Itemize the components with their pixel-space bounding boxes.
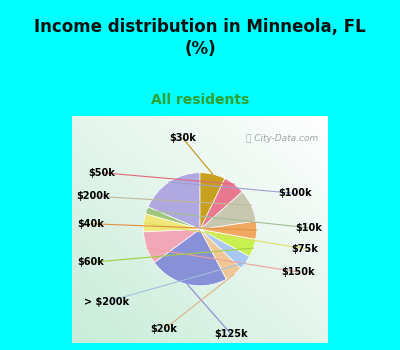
Text: $100k: $100k	[278, 188, 312, 198]
Text: $150k: $150k	[281, 267, 315, 277]
Wedge shape	[200, 229, 241, 279]
Text: Income distribution in Minneola, FL
(%): Income distribution in Minneola, FL (%)	[34, 18, 366, 58]
Text: $10k: $10k	[296, 223, 322, 233]
Wedge shape	[148, 173, 200, 229]
Text: > $200k: > $200k	[84, 297, 130, 307]
Wedge shape	[200, 221, 256, 239]
Wedge shape	[146, 207, 200, 229]
Wedge shape	[200, 229, 250, 268]
Wedge shape	[144, 214, 200, 232]
Text: $20k: $20k	[151, 324, 178, 334]
Text: $200k: $200k	[76, 191, 110, 201]
Wedge shape	[200, 178, 242, 229]
Wedge shape	[200, 229, 256, 257]
Wedge shape	[144, 229, 200, 262]
Wedge shape	[200, 191, 256, 229]
Text: $30k: $30k	[169, 133, 196, 143]
Text: $125k: $125k	[214, 329, 248, 339]
Text: $50k: $50k	[89, 168, 116, 178]
Text: $75k: $75k	[291, 244, 318, 253]
Wedge shape	[200, 173, 225, 229]
Text: $60k: $60k	[78, 257, 104, 267]
Text: ⓘ City-Data.com: ⓘ City-Data.com	[246, 134, 318, 143]
Wedge shape	[154, 229, 226, 286]
Text: $40k: $40k	[78, 219, 104, 229]
Text: All residents: All residents	[151, 93, 249, 107]
